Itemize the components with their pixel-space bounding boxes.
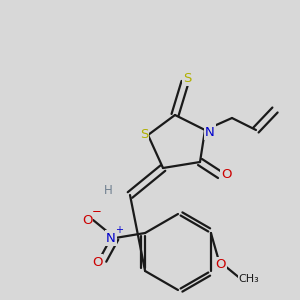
Text: N: N xyxy=(106,232,116,244)
Text: CH₃: CH₃ xyxy=(238,274,259,284)
Text: O: O xyxy=(221,169,231,182)
Text: +: + xyxy=(115,225,123,235)
Text: O: O xyxy=(216,259,226,272)
Text: O: O xyxy=(92,256,102,268)
Text: S: S xyxy=(183,71,191,85)
Text: −: − xyxy=(92,206,102,218)
Text: H: H xyxy=(103,184,112,196)
Text: S: S xyxy=(140,128,148,142)
Text: N: N xyxy=(205,125,215,139)
Text: O: O xyxy=(82,214,92,226)
